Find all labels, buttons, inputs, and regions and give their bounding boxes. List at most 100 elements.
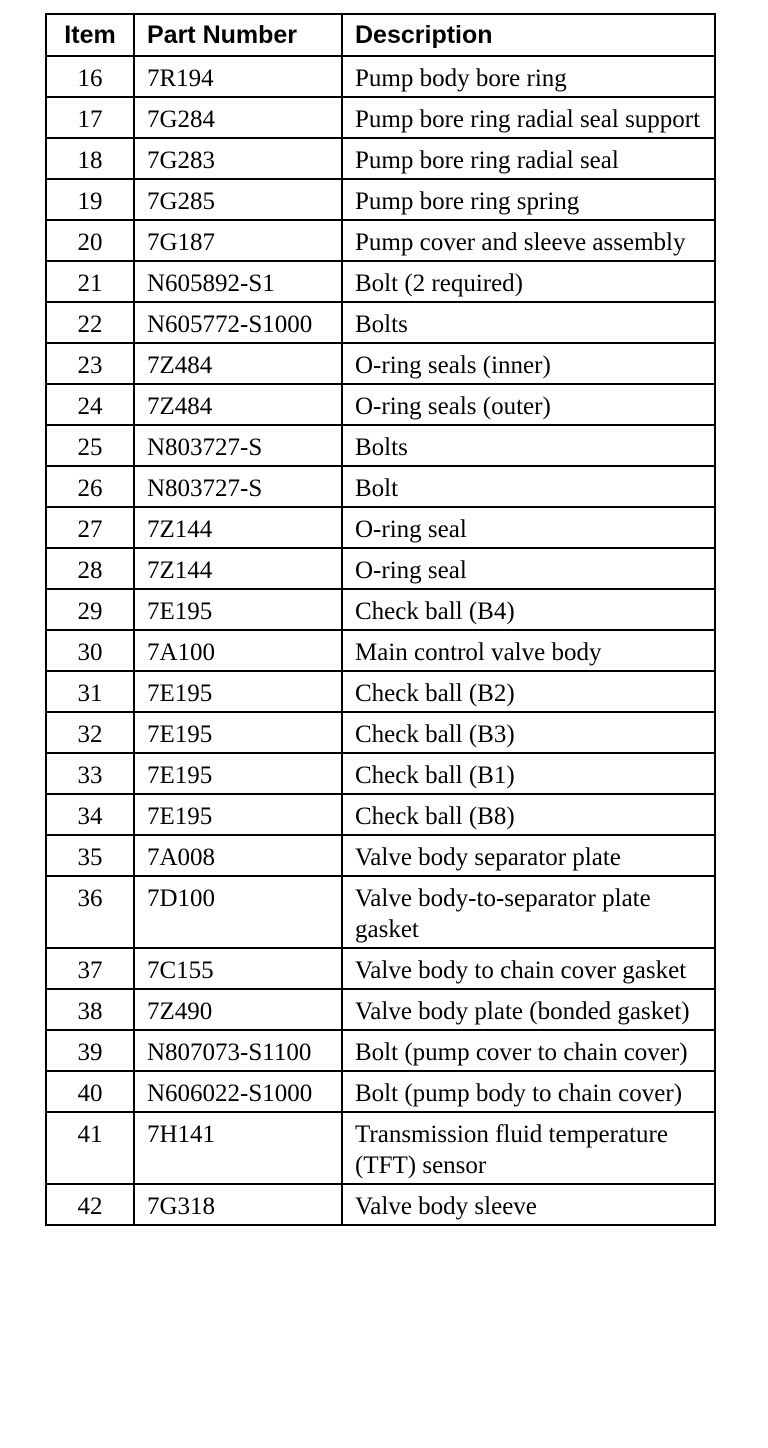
header-item: Item [45,13,135,57]
table-row: 32 7E195 Check ball (B3) [45,711,716,754]
table-row: 36 7D100 Valve body-to-separator plate gas… [45,875,716,949]
part-number-cell: 7Z144 [133,547,343,590]
part-number-cell: N803727-S [133,465,343,508]
description-cell: Pump bore ring radial seal [341,137,716,180]
item-cell: 17 [45,96,135,139]
description-cell: Valve body-to-separator plate gasket [341,875,716,949]
description-cell: Bolt (pump body to chain cover) [341,1070,716,1113]
part-number-cell: 7G283 [133,137,343,180]
part-number-cell: 7R194 [133,55,343,98]
table-row: 24 7Z484 O-ring seals (outer) [45,383,716,426]
item-cell: 24 [45,383,135,426]
part-number-cell: N606022-S1000 [133,1070,343,1113]
item-cell: 22 [45,301,135,344]
description-cell: Pump cover and sleeve assembly [341,219,716,262]
item-cell: 25 [45,424,135,467]
part-number-cell: 7Z484 [133,342,343,385]
part-number-cell: 7Z490 [133,988,343,1031]
part-number-cell: N605892-S1 [133,260,343,303]
description-cell: Check ball (B3) [341,711,716,754]
table-row: 20 7G187 Pump cover and sleeve assembly [45,219,716,262]
parts-table: Item Part Number Description 16 7R194 Pump… [45,13,716,1226]
description-cell: Valve body to chain cover gasket [341,947,716,990]
table-row: 22 N605772-S1000 Bolts [45,301,716,344]
description-cell: O-ring seal [341,547,716,590]
part-number-cell: 7D100 [133,875,343,949]
table-row: 27 7Z144 O-ring seal [45,506,716,549]
item-cell: 19 [45,178,135,221]
description-cell: Check ball (B2) [341,670,716,713]
item-cell: 18 [45,137,135,180]
table-row: 40 N606022-S1000 Bolt (pump body to chain … [45,1070,716,1113]
table-row: 30 7A100 Main control valve body [45,629,716,672]
part-number-cell: 7Z144 [133,506,343,549]
table-row: 33 7E195 Check ball (B1) [45,752,716,795]
item-cell: 26 [45,465,135,508]
part-number-cell: 7E195 [133,752,343,795]
item-cell: 23 [45,342,135,385]
table-row: 25 N803727-S Bolts [45,424,716,467]
item-cell: 35 [45,834,135,877]
item-cell: 28 [45,547,135,590]
item-cell: 20 [45,219,135,262]
table-row: 21 N605892-S1 Bolt (2 required) [45,260,716,303]
description-cell: Valve body sleeve [341,1183,716,1226]
table-row: 37 7C155 Valve body to chain cover gasket [45,947,716,990]
description-cell: Pump bore ring radial seal support [341,96,716,139]
description-cell: Bolt (pump cover to chain cover) [341,1029,716,1072]
description-cell: Transmission fluid temperature (TFT) sen… [341,1111,716,1185]
item-cell: 42 [45,1183,135,1226]
description-cell: Pump body bore ring [341,55,716,98]
item-cell: 32 [45,711,135,754]
part-number-cell: 7G187 [133,219,343,262]
part-number-cell: 7G318 [133,1183,343,1226]
item-cell: 29 [45,588,135,631]
item-cell: 36 [45,875,135,949]
description-cell: Valve body plate (bonded gasket) [341,988,716,1031]
description-cell: Check ball (B8) [341,793,716,836]
item-cell: 39 [45,1029,135,1072]
part-number-cell: N807073-S1100 [133,1029,343,1072]
item-cell: 27 [45,506,135,549]
header-row: Item Part Number Description [45,13,716,57]
part-number-cell: 7A100 [133,629,343,672]
table-row: 26 N803727-S Bolt [45,465,716,508]
item-cell: 31 [45,670,135,713]
table-row: 28 7Z144 O-ring seal [45,547,716,590]
table-row: 17 7G284 Pump bore ring radial seal suppor… [45,96,716,139]
table-row: 23 7Z484 O-ring seals (inner) [45,342,716,385]
description-cell: O-ring seals (inner) [341,342,716,385]
description-cell: Pump bore ring spring [341,178,716,221]
item-cell: 40 [45,1070,135,1113]
part-number-cell: 7C155 [133,947,343,990]
description-cell: Main control valve body [341,629,716,672]
table-row: 38 7Z490 Valve body plate (bonded gasket) [45,988,716,1031]
item-cell: 34 [45,793,135,836]
part-number-cell: 7Z484 [133,383,343,426]
table-row: 41 7H141 Transmission fluid temperature (T… [45,1111,716,1185]
table-row: 16 7R194 Pump body bore ring [45,55,716,98]
description-cell: Check ball (B1) [341,752,716,795]
description-cell: Bolt [341,465,716,508]
table-row: 19 7G285 Pump bore ring spring [45,178,716,221]
header-part-number: Part Number [133,13,343,57]
item-cell: 16 [45,55,135,98]
description-cell: Bolts [341,424,716,467]
item-cell: 33 [45,752,135,795]
item-cell: 21 [45,260,135,303]
item-cell: 38 [45,988,135,1031]
description-cell: Check ball (B4) [341,588,716,631]
table-row: 31 7E195 Check ball (B2) [45,670,716,713]
table-row: 39 N807073-S1100 Bolt (pump cover to chain… [45,1029,716,1072]
description-cell: Bolts [341,301,716,344]
table-row: 42 7G318 Valve body sleeve [45,1183,716,1226]
table-row: 18 7G283 Pump bore ring radial seal [45,137,716,180]
description-cell: Valve body separator plate [341,834,716,877]
part-number-cell: 7E195 [133,670,343,713]
part-number-cell: 7A008 [133,834,343,877]
part-number-cell: 7E195 [133,711,343,754]
item-cell: 37 [45,947,135,990]
description-cell: O-ring seal [341,506,716,549]
table-row: 34 7E195 Check ball (B8) [45,793,716,836]
part-number-cell: 7G284 [133,96,343,139]
